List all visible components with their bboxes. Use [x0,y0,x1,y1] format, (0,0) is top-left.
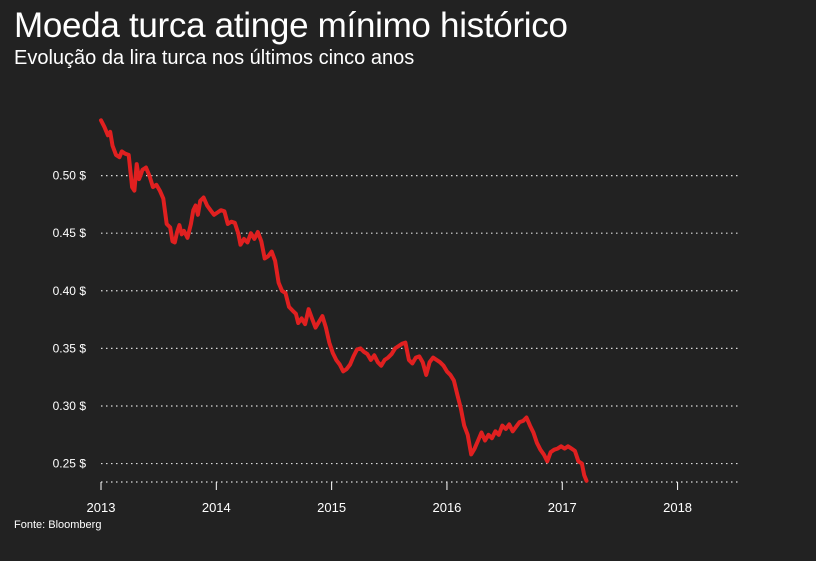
x-tick-label: 2014 [202,500,231,515]
chart-title: Moeda turca atinge mínimo histórico [14,6,568,45]
chart-area: 0.25 $ 0.30 $ 0.35 $ 0.40 $ 0.45 $ 0.50 $ 201… [53,118,738,515]
chart-subtitle: Evolução da lira turca nos últimos cinco… [14,47,415,69]
x-tick-label: 2017 [548,500,577,515]
x-axis-ticks [100,482,679,490]
y-axis-labels: 0.25 $ 0.30 $ 0.35 $ 0.40 $ 0.45 $ 0.50 $ [53,169,87,471]
y-tick-label: 0.25 $ [53,457,87,471]
series-layer [99,118,589,483]
x-tick-label: 2013 [87,500,116,515]
y-tick-label: 0.45 $ [53,226,87,240]
x-axis-labels: 2013 2014 2015 2016 2017 2018 [87,500,692,515]
y-tick-label: 0.30 $ [53,399,87,413]
x-tick-label: 2018 [663,500,692,515]
y-tick-label: 0.40 $ [53,284,87,298]
y-tick-label: 0.50 $ [53,169,87,183]
x-tick-label: 2015 [317,500,346,515]
x-tick-label: 2016 [432,500,461,515]
series-line [99,118,589,483]
grid-lines [101,174,738,483]
y-tick-label: 0.35 $ [53,341,87,355]
source-note: Fonte: Bloomberg [14,519,102,531]
